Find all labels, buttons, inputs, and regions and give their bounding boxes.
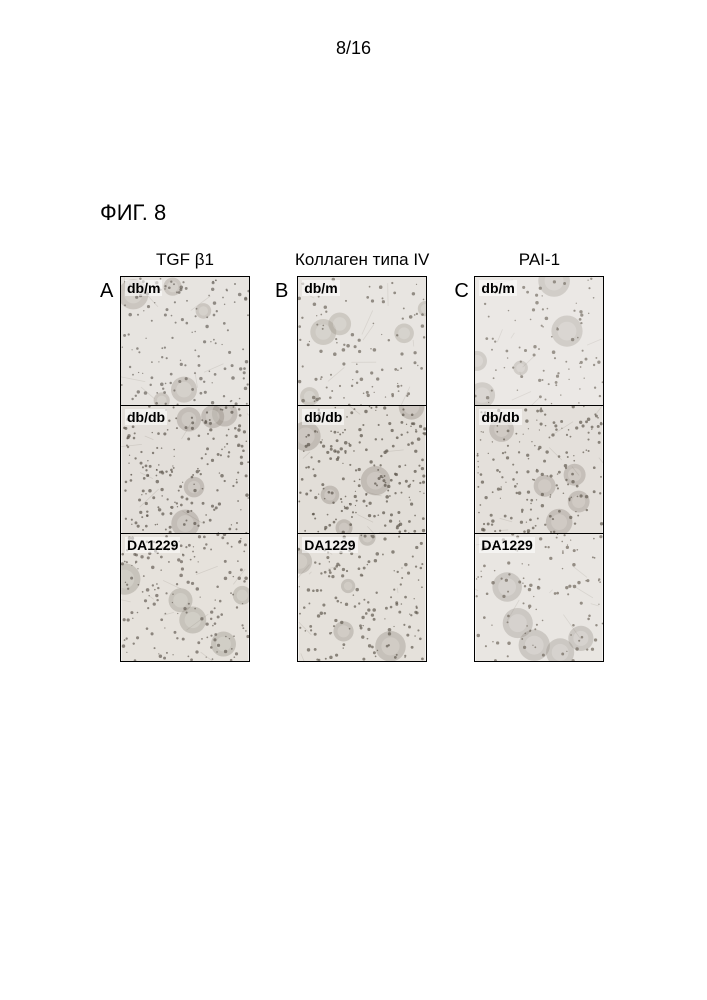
tissue-image xyxy=(475,534,603,661)
tissue-image xyxy=(475,277,603,405)
figure-column: ATGF β1db/mdb/dbDA1229 xyxy=(120,248,250,662)
tissue-image xyxy=(298,277,426,405)
micrograph-panel: db/db xyxy=(121,405,249,533)
panel-label: DA1229 xyxy=(302,537,357,553)
tissue-image xyxy=(121,277,249,405)
column-letter: C xyxy=(454,280,468,303)
column-letter: A xyxy=(100,280,113,303)
column-header: Коллаген типа IV xyxy=(295,248,429,270)
figure-title: ФИГ. 8 xyxy=(100,200,166,226)
column-header: PAI-1 xyxy=(519,248,560,270)
column-letter: B xyxy=(275,280,288,303)
panel-stack: db/m db/db DA1229 xyxy=(120,276,250,662)
panel-label: db/db xyxy=(302,409,344,425)
tissue-image xyxy=(121,406,249,533)
panel-stack: db/m db/db DA1229 xyxy=(297,276,427,662)
figure-column: CPAI-1db/mdb/dbDA1229 xyxy=(474,248,604,662)
panel-label: DA1229 xyxy=(125,537,180,553)
micrograph-panel: db/db xyxy=(475,405,603,533)
micrograph-panel: DA1229 xyxy=(475,533,603,661)
panel-label: db/db xyxy=(479,409,521,425)
panel-label: db/m xyxy=(125,280,162,296)
micrograph-panel: db/m xyxy=(121,277,249,405)
column-header: TGF β1 xyxy=(156,248,214,270)
tissue-image xyxy=(475,406,603,533)
page-number: 8/16 xyxy=(0,38,707,59)
micrograph-panel: db/m xyxy=(475,277,603,405)
page: 8/16 ФИГ. 8 A TGF β1 db/m db/db DA1229 B Колла… xyxy=(0,0,707,1000)
panel-label: db/m xyxy=(479,280,516,296)
panel-label: DA1229 xyxy=(479,537,534,553)
panel-stack: db/m db/db DA1229 xyxy=(474,276,604,662)
micrograph-panel: db/m xyxy=(298,277,426,405)
micrograph-panel: db/db xyxy=(298,405,426,533)
micrograph-panel: DA1229 xyxy=(121,533,249,661)
figure-column: BКоллаген типа IVdb/mdb/dbDA1229 xyxy=(295,248,429,662)
micrograph-panel: DA1229 xyxy=(298,533,426,661)
figure-grid: ATGF β1db/mdb/dbDA1229BКоллаген типа IVd… xyxy=(120,248,604,662)
tissue-image xyxy=(298,406,426,533)
tissue-image xyxy=(121,534,249,661)
tissue-image xyxy=(298,534,426,661)
panel-label: db/m xyxy=(302,280,339,296)
panel-label: db/db xyxy=(125,409,167,425)
